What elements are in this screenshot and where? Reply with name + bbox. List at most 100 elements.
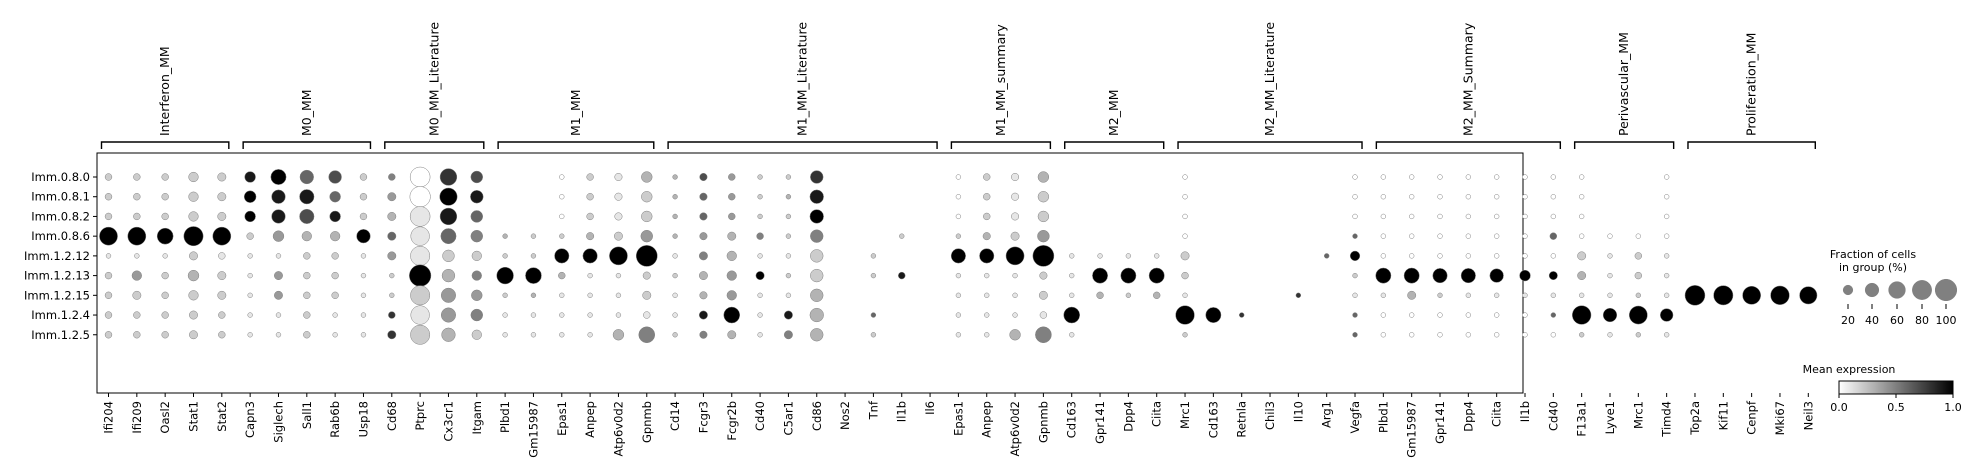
dot [218,331,226,339]
size-legend-tick: 100 [1936,314,1957,327]
dot [809,189,824,204]
dot [104,173,113,181]
gene-set-bracket [497,141,655,149]
dot [672,312,678,318]
dot [1663,233,1670,239]
gene-set-label: Proliferation_MM [1744,33,1759,136]
size-legend-dot [1842,284,1854,296]
dot [1409,194,1415,200]
gene-label: Fcgr3 [696,401,710,433]
dot [1635,233,1641,239]
dot [104,331,113,339]
dot [303,252,311,260]
dot [188,290,199,301]
dot [502,253,508,259]
dot [1465,292,1471,298]
dot [1380,292,1387,298]
gene-label: Oasl2 [158,401,172,434]
dot [303,291,311,299]
dot [1005,246,1025,266]
dot [728,173,736,181]
dot [1663,213,1670,220]
group-label: Imm.0.8.0 [31,170,90,184]
dot [1352,233,1358,239]
dot [356,229,371,244]
dot [1437,292,1443,298]
gene-set-bracket [100,141,230,149]
dot [1035,326,1052,344]
dot [1039,311,1048,319]
gene-set-label: M2_MM [1106,89,1121,136]
dot [1465,213,1471,220]
dot [274,271,283,281]
dot [1634,252,1642,260]
plot-frame [96,152,1524,394]
dot [757,174,763,180]
dot [587,292,593,298]
group-label: Imm.1.2.15 [24,288,90,302]
dot [955,233,962,239]
dot [409,166,431,188]
dot [244,171,256,183]
dot [1380,194,1387,200]
gene-set-label: M0_MM [299,89,314,136]
dot [1352,213,1358,220]
gene-label: Timd4 [1660,401,1674,438]
dot [1522,253,1528,259]
dot [246,232,254,240]
dot [1663,253,1670,259]
dot [1154,253,1160,259]
dot [1239,312,1245,318]
gene-label: Sall1 [300,401,314,429]
dot [299,208,315,224]
gene-label: Gpnmb [1036,401,1050,443]
size-legend-dot [1888,281,1906,299]
gene-label: Mrc1 [1631,401,1645,429]
gene-set-label: M2_MM_Summary [1460,22,1475,136]
dot [360,312,367,318]
gene-set-bracket [242,141,372,149]
dot [1437,312,1443,318]
dot [727,330,737,340]
dot [218,252,226,260]
dot [359,212,368,221]
gene-label: Usp18 [356,401,370,437]
gene-label: Ptprc [413,401,427,431]
dot [470,210,483,223]
dot [699,291,708,300]
dot [1494,292,1500,298]
color-legend-title: Mean expression [1803,363,1896,376]
dot [1629,305,1648,325]
dot [247,272,253,279]
dot [955,272,962,279]
dot [1579,292,1585,298]
dot [728,212,736,221]
dot [672,174,678,180]
dot [809,209,824,224]
dot [328,170,342,184]
dot [699,212,708,221]
dot [810,170,824,184]
dot [1550,312,1556,318]
size-legend-tick: 80 [1915,314,1929,327]
dot [104,311,113,319]
dot [331,252,339,260]
gene-label: Gm15987 [1405,401,1419,458]
plot-area [96,152,1524,394]
dot [1097,253,1103,259]
dot [217,172,227,182]
dot [983,212,991,221]
dot [1380,174,1387,180]
dot [609,246,628,266]
dot [1120,267,1137,284]
dot [1494,233,1500,239]
dot [1522,233,1528,239]
dot [1352,174,1358,180]
dot [1663,272,1670,279]
dot [1125,253,1132,259]
group-labels: Imm.0.8.0 Imm.0.8.1 Imm.0.8.2 Imm.0.8.6 Imm.… [24,170,97,342]
dot [1063,306,1080,324]
dot [389,292,395,298]
dot [1522,174,1528,180]
